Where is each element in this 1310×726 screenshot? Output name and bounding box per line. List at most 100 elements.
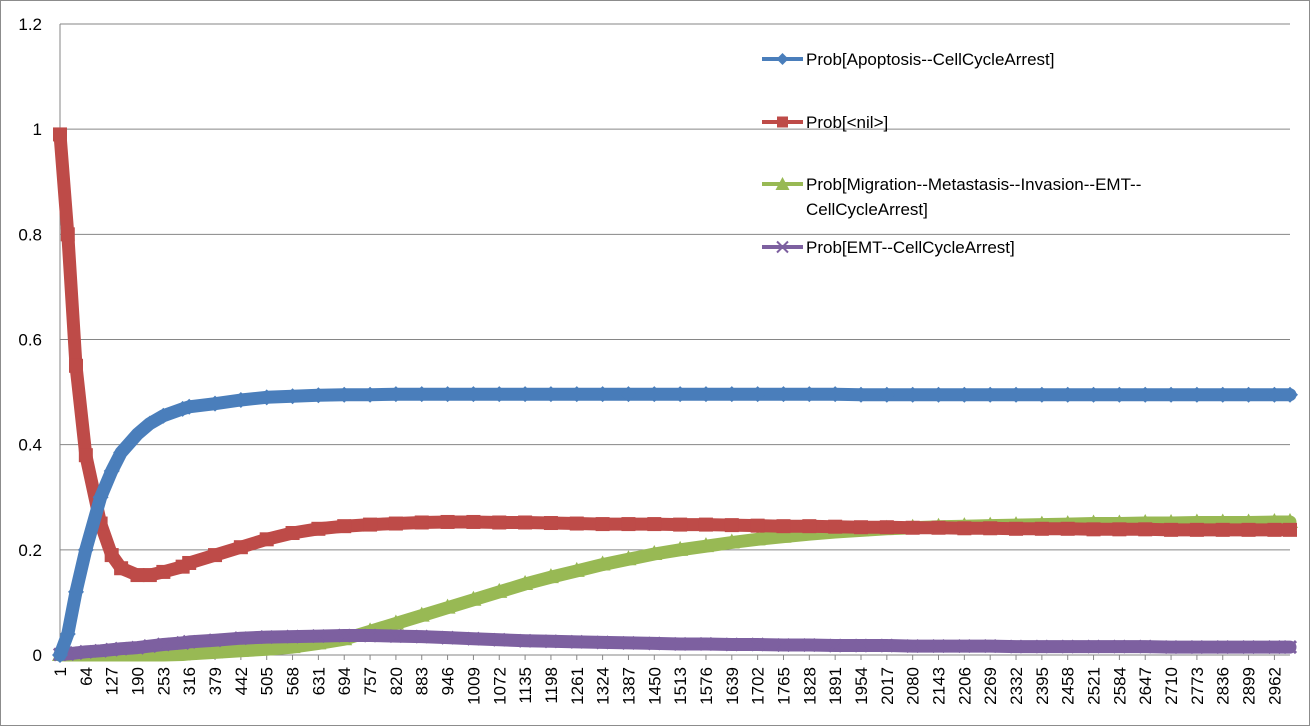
data-point	[1214, 386, 1231, 403]
data-point	[518, 633, 533, 648]
legend-item-emt: Prob[EMT--CellCycleArrest]	[762, 238, 1015, 257]
x-tick-label: 2584	[1110, 667, 1129, 705]
data-point	[621, 635, 636, 650]
data-point	[594, 555, 611, 571]
data-point	[207, 633, 223, 648]
x-tick-label: 1009	[464, 667, 483, 705]
data-point	[414, 629, 429, 644]
data-point	[568, 561, 585, 577]
data-point	[78, 644, 93, 659]
data-point	[1112, 639, 1127, 654]
data-point	[1188, 386, 1205, 403]
data-point	[749, 530, 766, 546]
data-point	[1034, 639, 1049, 654]
data-point	[142, 639, 157, 654]
data-point	[983, 521, 998, 536]
data-point	[155, 407, 172, 424]
data-point	[113, 444, 130, 461]
data-point	[207, 395, 224, 412]
data-point	[68, 358, 83, 373]
x-tick-label: 1198	[542, 667, 561, 704]
x-tick-label: 1324	[594, 667, 613, 705]
data-point	[1137, 386, 1154, 403]
data-point	[828, 519, 843, 534]
data-point	[363, 517, 378, 532]
data-point	[311, 521, 326, 536]
data-point	[1060, 521, 1075, 536]
data-point	[285, 629, 300, 644]
x-tick-label: 1387	[619, 667, 638, 705]
data-point	[414, 515, 429, 530]
data-point	[750, 637, 765, 652]
data-point	[258, 640, 275, 656]
gridlines	[60, 23, 1290, 656]
data-point	[905, 520, 920, 535]
legend-label-migration-line2: CellCycleArrest]	[806, 200, 928, 219]
x-tick-label: 1765	[774, 667, 793, 705]
x-tick-label: 2647	[1136, 667, 1155, 705]
data-point	[1033, 386, 1050, 403]
data-point	[672, 540, 689, 556]
data-point	[930, 386, 947, 403]
data-point	[491, 386, 508, 403]
x-tick-label: 2962	[1265, 667, 1284, 705]
legend-item-apoptosis: Prob[Apoptosis--CellCycleArrest]	[762, 50, 1054, 69]
data-point	[232, 391, 249, 408]
data-point	[413, 386, 430, 403]
data-point	[1189, 522, 1204, 537]
y-tick-label: 0.2	[18, 541, 42, 560]
data-point	[568, 386, 585, 403]
data-point	[439, 386, 456, 403]
x-tick-label: 820	[387, 667, 406, 695]
data-point	[129, 426, 146, 443]
data-point	[1059, 386, 1076, 403]
data-point	[647, 636, 662, 651]
data-point	[905, 639, 920, 654]
plot-series	[52, 127, 1298, 663]
data-point	[207, 643, 224, 659]
data-point	[440, 514, 455, 529]
y-tick-label: 0.4	[18, 436, 42, 455]
data-point	[802, 637, 817, 653]
legend-item-nil: Prob[<nil>]	[762, 113, 888, 132]
data-point	[776, 637, 791, 653]
x-tick-label: 2206	[955, 667, 974, 705]
data-point	[78, 448, 93, 463]
y-axis: 0 0.2 0.4 0.6 0.8 1 1.2	[18, 15, 61, 665]
data-point	[724, 637, 739, 652]
data-point	[310, 387, 327, 404]
x-tick-label: 2332	[1007, 667, 1026, 705]
data-point	[387, 386, 404, 403]
data-point	[749, 386, 766, 403]
data-point	[284, 638, 301, 654]
data-point	[284, 388, 301, 405]
data-point	[542, 386, 559, 403]
data-point	[673, 517, 688, 532]
x-tick-label: 316	[180, 667, 199, 695]
data-point	[1138, 522, 1153, 537]
x-tick-label: 1891	[826, 667, 845, 705]
data-point	[931, 520, 946, 535]
data-point	[413, 606, 430, 622]
data-point	[67, 583, 84, 600]
data-point	[775, 386, 792, 403]
data-point	[1034, 521, 1049, 536]
data-point	[673, 636, 688, 652]
data-point	[53, 127, 67, 142]
data-point	[931, 639, 946, 654]
data-point	[492, 515, 507, 530]
data-point	[983, 639, 998, 654]
data-point	[103, 462, 120, 479]
data-point	[775, 527, 792, 543]
y-tick-label: 0.6	[18, 331, 42, 350]
data-point	[440, 630, 455, 645]
data-point	[388, 516, 403, 531]
data-point	[181, 644, 198, 660]
data-point	[802, 519, 817, 534]
data-point	[182, 634, 197, 649]
data-point	[130, 640, 145, 655]
x-tick-label: 1954	[852, 667, 871, 705]
x-tick-label: 505	[258, 667, 277, 695]
